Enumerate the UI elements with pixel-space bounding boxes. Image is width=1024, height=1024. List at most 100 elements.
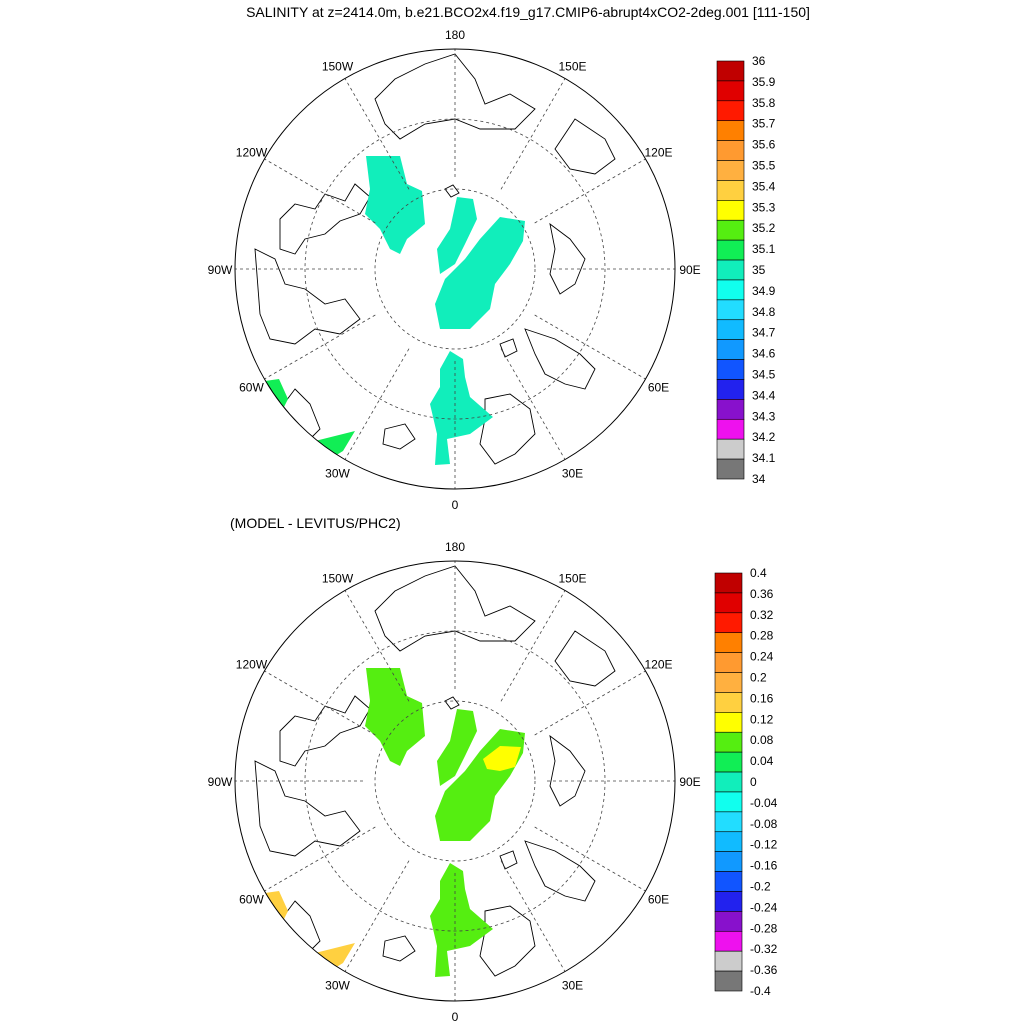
longitude-label: 120W xyxy=(236,658,268,672)
colorbar-tick-label: 35.6 xyxy=(752,138,776,152)
longitude-label: 150E xyxy=(558,571,586,585)
colorbar-swatch xyxy=(714,751,743,773)
colorbar-tick-label: 34 xyxy=(752,472,766,486)
colorbar-tick-label: 0.16 xyxy=(750,691,774,705)
colorbar-swatch xyxy=(714,672,743,693)
region-canada-basin xyxy=(365,156,425,254)
longitude-label: 60E xyxy=(648,893,669,907)
difference-subtitle: (MODEL - LEVITUS/PHC2) xyxy=(230,515,401,531)
colorbar-swatch xyxy=(716,458,745,480)
coastline xyxy=(549,734,586,807)
coastline xyxy=(382,935,416,962)
longitude-label: 120E xyxy=(645,146,673,160)
colorbar-tick-label: 36 xyxy=(752,54,766,68)
coastline xyxy=(499,338,518,358)
colorbar-tick-label: 34.1 xyxy=(752,451,776,465)
coastline xyxy=(374,53,536,140)
map-border xyxy=(234,48,676,490)
colorbar-swatch xyxy=(714,851,743,872)
colorbar-swatch xyxy=(716,319,745,340)
colorbar-swatch xyxy=(716,219,745,241)
longitude-label: 150W xyxy=(322,571,354,585)
colorbar-tick-label: 35.8 xyxy=(752,96,776,110)
difference-map-panel: 180 150E 120E 90E 60E 30E 0 30W 60W 90W 120W 150W 0.… xyxy=(208,540,778,1024)
colorbar-swatch xyxy=(714,970,743,992)
colorbar-swatch xyxy=(714,572,743,594)
colorbar-tick-label: 34.2 xyxy=(752,430,776,444)
longitude-label: 120E xyxy=(645,658,673,672)
colorbar-swatch xyxy=(716,180,745,201)
colorbar-tick-label: 34.3 xyxy=(752,409,776,423)
colorbar-tick-label: 35.1 xyxy=(752,242,776,256)
coastline xyxy=(254,760,361,857)
colorbar-swatch xyxy=(716,120,745,141)
colorbar-tick-label: 0.12 xyxy=(750,712,774,726)
colorbar-swatch xyxy=(716,399,745,420)
colorbar-swatch xyxy=(714,771,743,793)
latitude-circle xyxy=(374,700,536,862)
colorbar-tick-label: 34.8 xyxy=(752,305,776,319)
colorbar-tick-label: -0.04 xyxy=(750,796,778,810)
colorbar-swatch xyxy=(716,339,745,360)
colorbar-swatch xyxy=(716,379,745,400)
region-labrador-sea xyxy=(265,379,288,409)
colorbar-swatch xyxy=(714,652,743,673)
colorbar-swatch xyxy=(714,891,743,912)
colorbar-tick-label: 35.7 xyxy=(752,117,776,131)
coastline xyxy=(279,183,371,255)
colorbar-swatch xyxy=(716,100,745,122)
longitude-label: 60E xyxy=(648,381,669,395)
colorbar-tick-label: -0.16 xyxy=(750,859,778,873)
region-makarov-basin xyxy=(437,197,477,274)
coastline xyxy=(524,840,596,902)
colorbar-tick-label: -0.24 xyxy=(750,900,778,914)
colorbar-tick-label: 35 xyxy=(752,263,766,277)
colorbar-tick-label: -0.28 xyxy=(750,921,778,935)
region-eurasian-basin-max xyxy=(483,746,521,771)
colorbar-swatch xyxy=(716,359,745,380)
colorbar-swatch xyxy=(714,871,743,892)
coastline xyxy=(279,695,371,767)
colorbar-swatch xyxy=(716,60,745,82)
colorbar-swatch xyxy=(714,911,743,932)
latitude-circle xyxy=(304,630,606,932)
region-greenland-sea xyxy=(430,863,493,977)
colorbar-swatch xyxy=(714,612,743,634)
coastline xyxy=(254,248,361,345)
colorbar-swatch xyxy=(714,712,743,733)
colorbar-swatch xyxy=(716,80,745,102)
coastline xyxy=(479,905,536,977)
coastline xyxy=(549,222,586,295)
coastline xyxy=(444,184,460,198)
map-area xyxy=(235,561,675,1001)
colorbar-tick-label: 35.2 xyxy=(752,221,776,235)
colorbar-swatch xyxy=(716,418,745,440)
colorbar-tick-label: -0.32 xyxy=(750,942,778,956)
longitude-label: 90E xyxy=(679,775,700,789)
longitude-label: 0 xyxy=(452,498,459,512)
longitude-label: 60W xyxy=(239,381,264,395)
colorbar-swatch xyxy=(714,950,743,972)
longitude-label: 90E xyxy=(679,263,700,277)
colorbar-swatch xyxy=(716,160,745,181)
colorbar-swatch xyxy=(714,930,743,952)
longitude-label: 150E xyxy=(558,59,586,73)
colorbar-tick-label: 0.28 xyxy=(750,629,774,643)
map-border xyxy=(234,560,676,1002)
colorbar-swatch xyxy=(716,239,745,261)
coastline xyxy=(554,630,616,687)
colorbar-tick-label: 0 xyxy=(750,775,757,789)
latitude-circle xyxy=(374,188,536,350)
colorbar-tick-label: -0.4 xyxy=(750,984,771,998)
colorbar-tick-label: 0.04 xyxy=(750,754,774,768)
map-area xyxy=(235,49,675,489)
colorbar-swatch xyxy=(714,731,743,753)
longitude-label: 30W xyxy=(325,979,350,993)
colorbar-swatch xyxy=(714,632,743,653)
colorbar-tick-label: 0.4 xyxy=(750,566,767,580)
colorbar-swatch xyxy=(716,299,745,321)
longitude-label: 60W xyxy=(239,893,264,907)
coastline xyxy=(374,565,536,652)
colorbar-swatch xyxy=(716,259,745,281)
longitude-label: 150W xyxy=(322,59,354,73)
